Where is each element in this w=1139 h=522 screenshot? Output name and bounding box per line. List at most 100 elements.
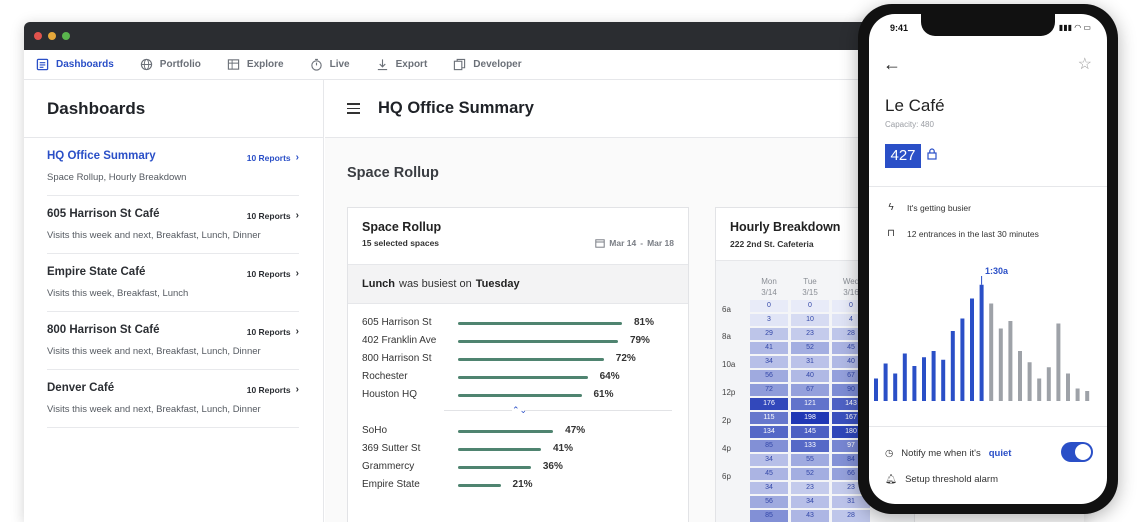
chevron-right-icon: › bbox=[295, 152, 299, 163]
dashboard-item-605-harrison[interactable]: 605 Harrison St Café 10 Reports › Visits … bbox=[47, 196, 299, 254]
back-arrow-icon[interactable]: ← bbox=[883, 54, 901, 74]
menu-icon[interactable] bbox=[347, 103, 360, 114]
dashboard-icon bbox=[36, 58, 49, 71]
occupancy-bar bbox=[970, 298, 974, 401]
heatmap-cell[interactable]: 41 bbox=[750, 342, 788, 354]
space-label: Empire State bbox=[362, 479, 420, 490]
heatmap-cell[interactable]: 133 bbox=[791, 440, 829, 452]
threshold-alarm-button[interactable]: 🔔︎ Setup threshold alarm bbox=[885, 474, 998, 485]
busier-info: ϟ It's getting busier bbox=[885, 202, 971, 213]
heatmap-cell[interactable]: 45 bbox=[750, 468, 788, 480]
notify-quiet-word: quiet bbox=[988, 448, 1012, 459]
heatmap-cell[interactable]: 52 bbox=[791, 468, 829, 480]
utilization-bar bbox=[458, 430, 554, 433]
heatmap-cell[interactable]: 23 bbox=[791, 328, 829, 340]
heatmap-cell[interactable]: 145 bbox=[791, 426, 829, 438]
occupancy-bar bbox=[1085, 391, 1090, 401]
heatmap-cell[interactable]: 115 bbox=[750, 412, 788, 424]
reports-link[interactable]: 10 Reports › bbox=[247, 384, 299, 395]
date-end: Mar 18 bbox=[647, 238, 674, 248]
rollup-row: 800 Harrison St 72% bbox=[362, 352, 682, 366]
dashboard-item-denver[interactable]: Denver Café 10 Reports › Visits this week… bbox=[47, 370, 299, 428]
nav-export[interactable]: Export bbox=[376, 58, 427, 71]
heatmap-cell[interactable]: 121 bbox=[791, 398, 829, 410]
heatmap-cell[interactable]: 40 bbox=[791, 370, 829, 382]
reports-count: 10 Reports bbox=[246, 152, 291, 163]
reports-link[interactable]: 10 Reports › bbox=[247, 210, 299, 221]
reports-link[interactable]: 10 Reports › bbox=[247, 326, 299, 337]
dashboard-item-hq-office-summary[interactable]: HQ Office Summary 10 Reports › Space Roll… bbox=[47, 138, 299, 196]
heatmap-cell[interactable]: 0 bbox=[750, 300, 788, 312]
expand-collapse-icon[interactable]: ⌃⌄ bbox=[512, 404, 528, 416]
heatmap-cell[interactable]: 56 bbox=[750, 370, 788, 382]
occupancy-bar bbox=[1027, 362, 1032, 401]
heatmap-cell[interactable]: 34 bbox=[750, 454, 788, 466]
reports-count: 10 Reports bbox=[246, 326, 291, 337]
heatmap-cell[interactable]: 29 bbox=[750, 328, 788, 340]
date-range-picker[interactable]: Mar 14 - Mar 18 bbox=[595, 238, 674, 248]
day-date: 3/16 bbox=[843, 288, 859, 297]
minimize-window-button[interactable] bbox=[48, 32, 56, 40]
heatmap-cell[interactable]: 72 bbox=[750, 384, 788, 396]
heatmap-cell[interactable]: 198 bbox=[791, 412, 829, 424]
heatmap-cell[interactable]: 85 bbox=[750, 510, 788, 522]
heatmap-cell[interactable]: 34 bbox=[750, 356, 788, 368]
heatmap-cell[interactable]: 43 bbox=[791, 510, 829, 522]
chevron-right-icon: › bbox=[295, 384, 299, 395]
dashboard-name: Denver Café bbox=[47, 382, 115, 394]
card-title: Space Rollup bbox=[362, 220, 442, 234]
heatmap-cell[interactable]: 23 bbox=[791, 482, 829, 494]
chevron-right-icon: › bbox=[295, 268, 299, 279]
rollup-row: Houston HQ 61% bbox=[362, 388, 682, 402]
heatmap-cell[interactable]: 34 bbox=[750, 482, 788, 494]
space-label: 402 Franklin Ave bbox=[362, 335, 437, 346]
utilization-value: 41% bbox=[553, 443, 574, 454]
clock-icon: ◷ bbox=[885, 448, 894, 459]
heatmap-cell[interactable]: 31 bbox=[791, 356, 829, 368]
reports-count: 10 Reports bbox=[246, 268, 291, 279]
heatmap-cell[interactable]: 10 bbox=[791, 314, 829, 326]
heatmap-cell[interactable]: 52 bbox=[791, 342, 829, 354]
occupancy-bar-chart bbox=[874, 276, 1090, 401]
nav-developer[interactable]: Developer bbox=[453, 58, 522, 71]
copy-icon bbox=[454, 58, 466, 71]
heatmap-cell[interactable]: 0 bbox=[791, 300, 829, 312]
heatmap-cell[interactable]: 176 bbox=[750, 398, 788, 410]
maximize-window-button[interactable] bbox=[62, 32, 70, 40]
heatmap-cell[interactable]: 28 bbox=[832, 510, 870, 522]
reports-link[interactable]: 10 Reports › bbox=[247, 268, 299, 279]
nav-dashboards[interactable]: Dashboards bbox=[36, 58, 114, 71]
occupancy-bar bbox=[998, 328, 1003, 401]
reports-count: 10 Reports bbox=[246, 384, 291, 395]
divider bbox=[869, 186, 1107, 187]
occupancy-bar bbox=[960, 318, 965, 401]
nav-portfolio[interactable]: Portfolio bbox=[140, 58, 201, 71]
globe-icon bbox=[140, 58, 152, 71]
notify-toggle[interactable] bbox=[1061, 442, 1093, 462]
heatmap-cell[interactable]: 67 bbox=[791, 384, 829, 396]
dashboard-item-empire-state[interactable]: Empire State Café 10 Reports › Visits thi… bbox=[47, 254, 299, 312]
space-label: Grammercy bbox=[362, 461, 415, 472]
reports-link[interactable]: 10 Reports › bbox=[247, 152, 299, 163]
close-window-button[interactable] bbox=[34, 32, 42, 40]
utilization-bar bbox=[458, 340, 618, 343]
occupancy-bar bbox=[979, 284, 984, 401]
dashboard-item-800-harrison[interactable]: 800 Harrison St Café 10 Reports › Visits … bbox=[47, 312, 299, 370]
heatmap-cell[interactable]: 34 bbox=[791, 496, 829, 508]
heatmap-cell[interactable]: 56 bbox=[750, 496, 788, 508]
heatmap-cell[interactable]: 85 bbox=[750, 440, 788, 452]
door-icon: ⊓ bbox=[887, 228, 895, 239]
dashboard-description: Visits this week and next, Breakfast, Lu… bbox=[47, 346, 261, 357]
nav-explore[interactable]: Explore bbox=[227, 58, 284, 71]
dashboard-description: Visits this week and next, Breakfast, Lu… bbox=[47, 230, 261, 241]
heatmap-cell[interactable]: 3 bbox=[750, 314, 788, 326]
nav-live[interactable]: Live bbox=[310, 58, 350, 71]
heatmap-cell[interactable]: 55 bbox=[791, 454, 829, 466]
date-separator: - bbox=[640, 238, 644, 248]
utilization-value: 47% bbox=[565, 425, 586, 436]
day-header: Mon 3/14 bbox=[750, 276, 788, 298]
utilization-bar bbox=[458, 322, 622, 325]
star-icon[interactable]: ☆ bbox=[1077, 56, 1092, 73]
heatmap-cell[interactable]: 134 bbox=[750, 426, 788, 438]
phone-screen: 9:41 ▮▮▮ ◠ ▭ ← ☆ Le Café Capacity: 480 4… bbox=[869, 14, 1107, 504]
